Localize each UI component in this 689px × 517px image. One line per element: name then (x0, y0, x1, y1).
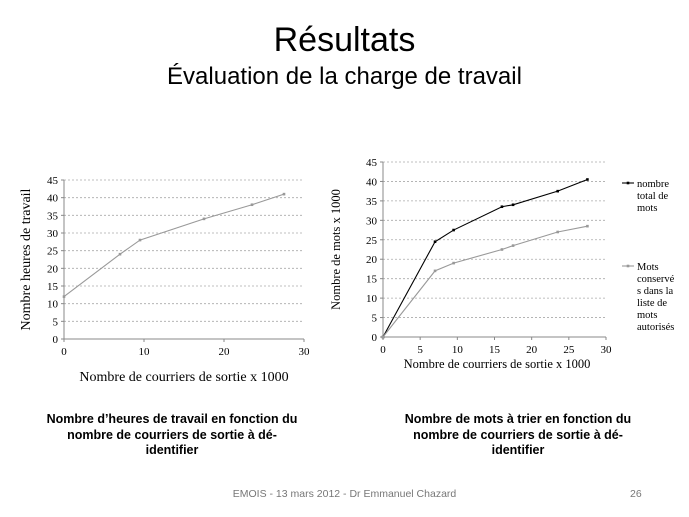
y-tick-label: 0 (53, 334, 59, 346)
y-tick-label: 40 (47, 193, 59, 205)
y-tick-label: 20 (366, 254, 378, 266)
y-tick-label: 20 (47, 263, 59, 275)
legend-swatch-marker (626, 181, 630, 185)
caption-right-line-3: identifier (491, 443, 545, 457)
x-tick-label: 0 (380, 344, 386, 356)
data-point (62, 295, 66, 298)
data-point (452, 228, 455, 232)
y-axis-title: Nombre heures de travail (19, 188, 34, 330)
data-point (500, 248, 504, 251)
slide-footer: EMOIS - 13 mars 2012 - Dr Emmanuel Chaza… (232, 488, 457, 500)
y-tick-label: 35 (366, 196, 378, 208)
data-point (250, 203, 254, 207)
y-tick-label: 25 (47, 246, 59, 258)
y-tick-label: 30 (366, 215, 378, 227)
x-tick-label: 20 (526, 344, 538, 356)
legend-label-line: autorisés (637, 322, 674, 333)
legend-label-line: s dans la (637, 286, 674, 297)
data-point (202, 217, 206, 221)
data-point (556, 189, 559, 193)
page-number: 26 (630, 488, 642, 500)
x-tick-label: 30 (299, 346, 311, 358)
y-tick-label: 15 (366, 274, 378, 286)
caption-left: Nombre d’heures de travail en fonction d… (22, 412, 322, 459)
y-tick-label: 30 (47, 228, 59, 240)
x-tick-label: 20 (219, 346, 231, 358)
series-line (63, 193, 285, 298)
x-tick-label: 15 (489, 344, 501, 356)
y-tick-label: 35 (47, 210, 59, 222)
legend-label-line: total de (637, 191, 669, 202)
data-point (511, 244, 515, 247)
data-point (452, 261, 455, 265)
legend-label-line: mots (637, 203, 657, 214)
legend-label-line: nombre (637, 179, 669, 190)
y-tick-label: 5 (53, 316, 59, 328)
slide-subtitle: Évaluation de la charge de travail (167, 63, 522, 90)
data-point (282, 192, 286, 196)
y-tick-label: 15 (47, 281, 59, 293)
x-tick-label: 25 (563, 344, 575, 356)
x-tick-label: 10 (139, 346, 151, 358)
y-tick-label: 45 (366, 157, 378, 169)
words-chart: 0 5 10 15 20 25 30 35 40 45 0 5 10 15 20 25 30 Nombre de … (329, 157, 675, 371)
legend-label-line: mots (637, 310, 657, 321)
x-axis-title: Nombre de courriers de sortie x 1000 (404, 357, 591, 371)
caption-left-line-2: nombre de courriers de sortie à dé- (67, 427, 277, 442)
y-tick-label: 10 (47, 299, 59, 311)
caption-left-line-1: Nombre d’heures de travail en fonction d… (46, 412, 298, 426)
caption-right-line-1: Nombre de mots à trier en fonction du (404, 412, 632, 426)
x-tick-label: 30 (601, 344, 613, 356)
legend-label-line: conservé (637, 274, 675, 285)
data-point (118, 252, 122, 256)
data-point (586, 178, 589, 181)
caption-right: Nombre de mots à trier en fonction du no… (368, 412, 668, 459)
y-tick-label: 40 (366, 176, 378, 188)
data-point (433, 240, 437, 244)
caption-left-line-3: identifier (145, 443, 199, 457)
y-tick-label: 0 (372, 332, 378, 344)
data-point (586, 224, 589, 228)
x-tick-label: 5 (417, 344, 423, 356)
hours-chart: 0 5 10 15 20 25 30 35 40 45 0 10 20 30 Nombre de courr… (19, 175, 311, 385)
data-point (556, 230, 559, 234)
data-point (381, 335, 385, 339)
y-tick-label: 45 (47, 175, 59, 187)
x-tick-label: 0 (61, 346, 67, 358)
legend-label-line: Mots (637, 262, 659, 273)
y-axis-title: Nombre de mots x 1000 (329, 189, 343, 310)
y-tick-label: 25 (366, 235, 378, 247)
legend-swatch-marker (626, 264, 630, 268)
legend-label-line: liste de (637, 298, 667, 309)
caption-right-line-2: nombre de courriers de sortie à dé- (413, 427, 623, 442)
data-point (138, 238, 142, 242)
y-tick-label: 5 (372, 313, 378, 325)
slide-title: Résultats (273, 21, 416, 59)
data-point (433, 269, 437, 273)
x-tick-label: 10 (452, 344, 464, 356)
x-axis-title: Nombre de courriers de sortie x 1000 (79, 370, 288, 385)
y-tick-label: 10 (366, 293, 378, 305)
series-line (382, 178, 588, 338)
data-point (511, 203, 515, 207)
data-point (500, 205, 504, 209)
